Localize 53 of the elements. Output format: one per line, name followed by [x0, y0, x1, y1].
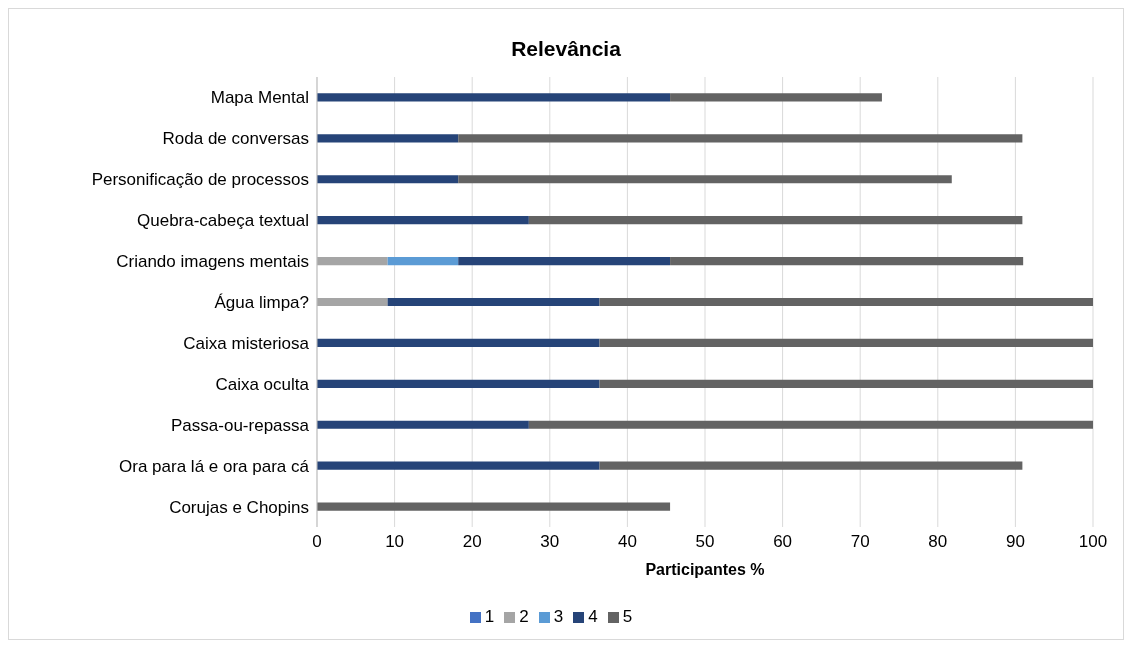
bar [317, 175, 459, 184]
x-tick-label: 50 [695, 532, 715, 552]
bar [317, 338, 600, 347]
x-tick-label: 40 [617, 532, 637, 552]
x-tick-label: 30 [540, 532, 560, 552]
bar [387, 257, 459, 266]
x-axis-title: Participantes % [645, 561, 765, 578]
legend-label: 2 [519, 607, 529, 626]
bar [317, 134, 459, 143]
y-tick-label: Caixa oculta [215, 374, 310, 394]
bar [317, 297, 388, 307]
y-tick-label: Água limpa? [214, 293, 309, 313]
x-tick-label: 20 [462, 532, 482, 552]
y-tick-label: Roda de conversas [162, 129, 309, 149]
x-tick-label: 70 [850, 532, 870, 552]
bar [528, 420, 1093, 429]
bar [599, 461, 1023, 470]
y-tick-label: Mapa Mental [210, 88, 309, 108]
x-tick-label: 60 [773, 532, 793, 552]
bar [528, 216, 1023, 225]
bar [599, 379, 1093, 388]
y-tick-label: Personificação de processos [91, 170, 309, 190]
bar [670, 257, 1024, 266]
bar [317, 420, 529, 429]
legend-label: 1 [484, 607, 495, 626]
y-tick-label: Caixa misteriosa [183, 333, 310, 353]
y-tick-label: Passa-ou-repassa [171, 415, 310, 435]
legend-label: 4 [588, 607, 598, 626]
x-tick-label: 0 [312, 532, 322, 552]
bar [317, 461, 600, 470]
bar [317, 257, 388, 266]
chart-title: Relevância [510, 36, 622, 62]
y-tick-label: Criando imagens mentais [116, 252, 309, 272]
bar [599, 338, 1093, 347]
y-tick-label: Ora para lá e ora para cá [119, 456, 310, 476]
bar [317, 216, 529, 225]
bar [458, 257, 671, 266]
x-tick-label: 90 [1005, 532, 1025, 552]
bar [458, 134, 1023, 143]
bar [317, 379, 600, 388]
bar [317, 93, 671, 102]
bar [387, 297, 600, 307]
x-tick-label: 10 [385, 532, 405, 552]
legend-label: 5 [622, 607, 633, 626]
bar [317, 502, 671, 511]
bar [670, 93, 882, 102]
bar [458, 175, 952, 184]
bar [599, 297, 1093, 307]
y-tick-label: Quebra-cabeça textual [137, 211, 309, 231]
y-tick-label: Corujas e Chopins [169, 497, 309, 517]
x-tick-label: 100 [1078, 532, 1108, 552]
legend-label: 3 [553, 607, 564, 626]
x-tick-label: 80 [928, 532, 948, 552]
